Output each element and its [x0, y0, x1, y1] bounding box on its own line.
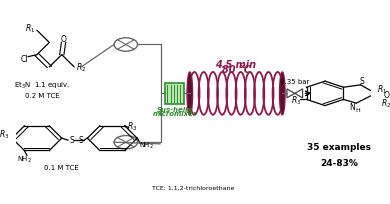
Text: O: O — [60, 35, 66, 44]
Text: N: N — [349, 103, 355, 112]
Text: O: O — [384, 91, 390, 100]
Text: 35 examples: 35 examples — [307, 142, 371, 151]
Text: $R_2$: $R_2$ — [76, 61, 86, 74]
Text: $R_3$: $R_3$ — [291, 94, 301, 106]
Text: $R_3$: $R_3$ — [127, 120, 137, 132]
Text: Sus-helix: Sus-helix — [157, 106, 193, 112]
Text: micromixer: micromixer — [152, 110, 197, 116]
Text: 24-83%: 24-83% — [320, 158, 358, 167]
Text: 0.35 bar: 0.35 bar — [280, 78, 309, 84]
Text: $R_1$: $R_1$ — [377, 83, 387, 95]
Text: 4.5 min: 4.5 min — [216, 60, 257, 70]
Text: $R_2$: $R_2$ — [381, 97, 390, 109]
Ellipse shape — [187, 73, 193, 115]
Text: S: S — [359, 76, 364, 85]
FancyBboxPatch shape — [165, 84, 184, 104]
Text: S: S — [78, 135, 83, 144]
Text: 80 °C: 80 °C — [222, 65, 250, 74]
Text: TCE: 1,1,2-trichloroethane: TCE: 1,1,2-trichloroethane — [152, 185, 234, 190]
Text: H: H — [355, 108, 360, 113]
Text: S: S — [69, 135, 74, 144]
Text: Cl: Cl — [21, 55, 28, 64]
Text: 0.1 M TCE: 0.1 M TCE — [44, 164, 79, 170]
Text: NH$_2$: NH$_2$ — [138, 141, 154, 151]
Ellipse shape — [280, 73, 285, 115]
Text: $R_3$: $R_3$ — [0, 128, 9, 140]
Text: NH$_2$: NH$_2$ — [17, 154, 32, 164]
Text: $R_1$: $R_1$ — [25, 23, 35, 35]
Text: Et$_3$N  1.1 equiv.: Et$_3$N 1.1 equiv. — [14, 81, 70, 91]
Text: 0.2 M TCE: 0.2 M TCE — [25, 93, 60, 99]
